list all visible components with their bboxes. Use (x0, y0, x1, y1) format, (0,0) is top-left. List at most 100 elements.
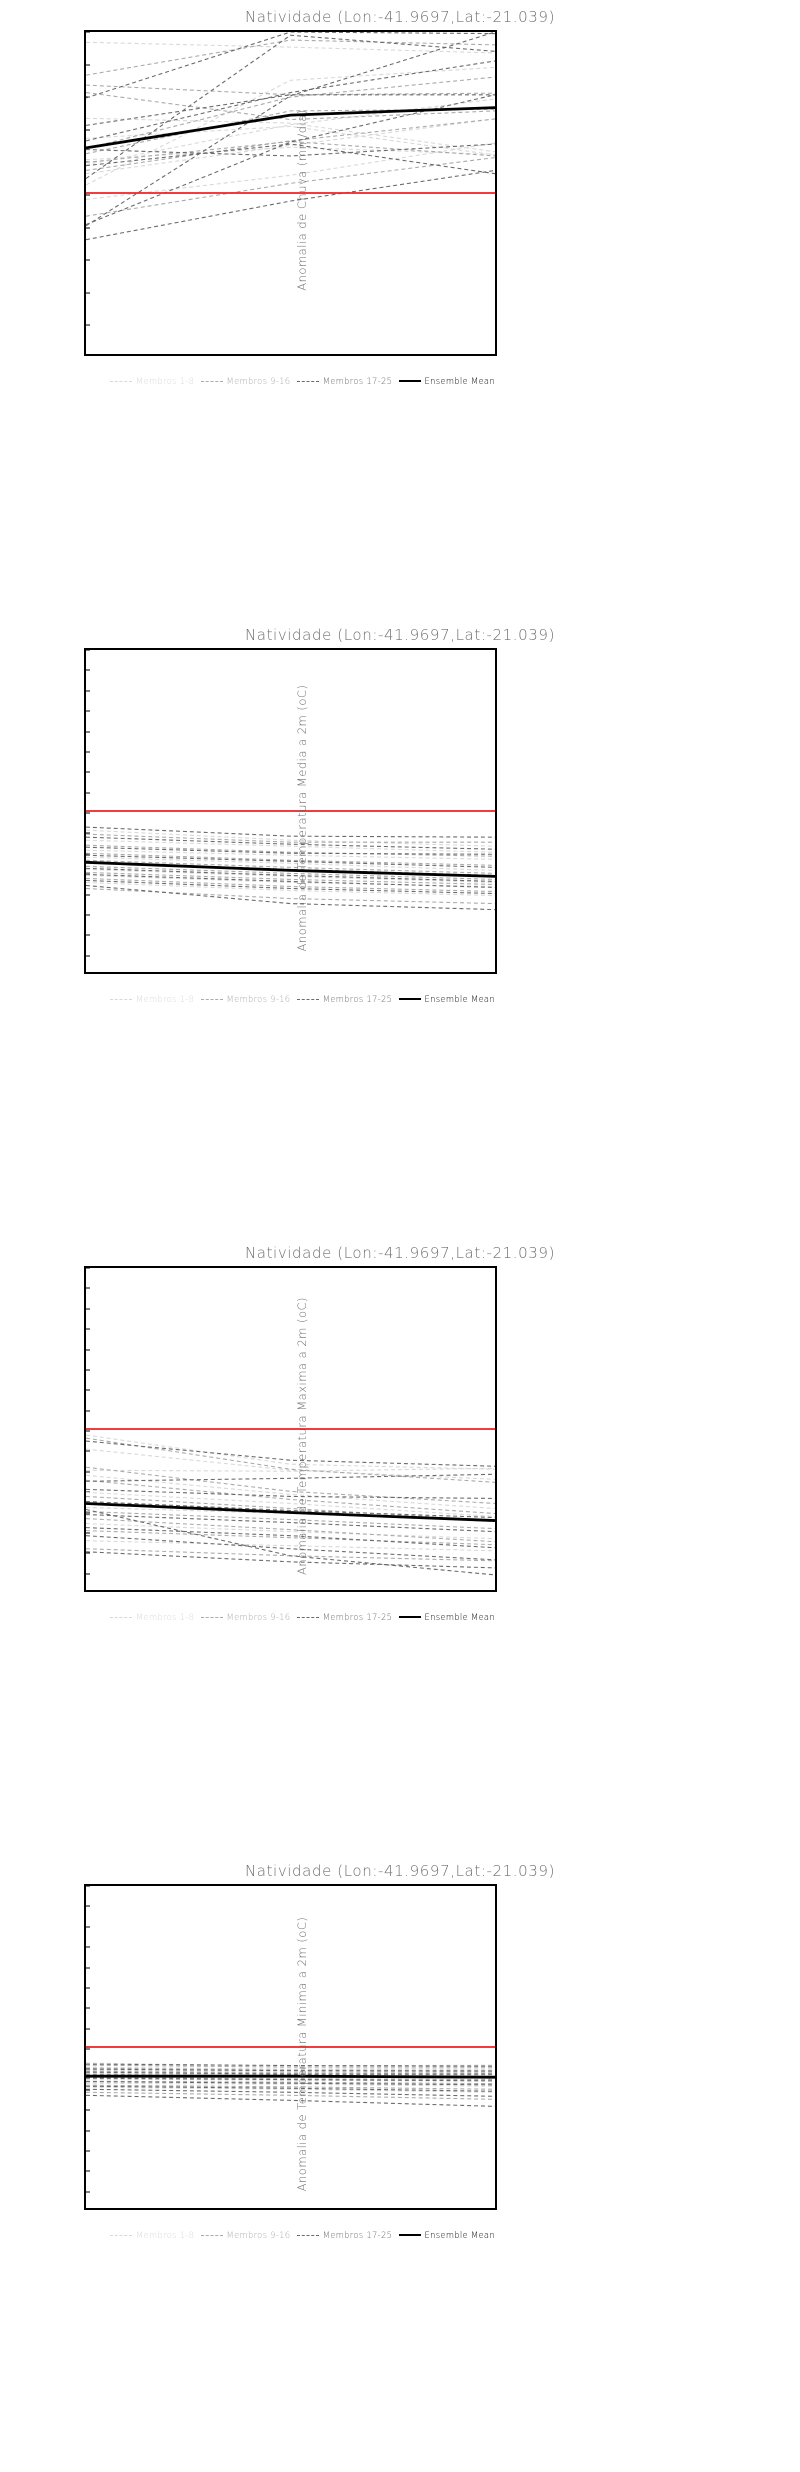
legend-label: Ensemble Mean (424, 2230, 495, 2240)
panel-title: Natividade (Lon:-41.9697,Lat:-21.039) (244, 626, 556, 644)
y-axis-tick-mark (86, 792, 90, 794)
y-axis-tick-mark (86, 934, 90, 936)
y-axis-tick-mark (86, 1552, 90, 1554)
legend-label: Membros 17-25 (322, 376, 393, 386)
legend-item: Membros 17-25 (296, 376, 393, 386)
panel-title: Natividade (Lon:-41.9697,Lat:-21.039) (244, 1862, 556, 1880)
legend-item: Membros 17-25 (296, 1612, 393, 1622)
legend-label: Ensemble Mean (424, 376, 495, 386)
y-axis-tick-mark (86, 1532, 90, 1534)
y-axis-tick-mark (86, 894, 90, 895)
x-axis-tick-mark (86, 972, 87, 974)
panel-title: Natividade (Lon:-41.9697,Lat:-21.039) (244, 8, 556, 26)
legend-swatch-icon (296, 998, 319, 1000)
legend-label: Membros 9-16 (226, 2230, 291, 2240)
legend-item: Membros 9-16 (200, 2230, 291, 2240)
y-axis-tick-mark (86, 690, 90, 692)
ensemble-mean-line (86, 106, 495, 150)
y-axis-tick-mark (86, 1886, 90, 1887)
legend-item: Membros 1-8 (110, 376, 194, 386)
legend-swatch-icon (296, 1616, 319, 1618)
y-axis-tick-mark (86, 1410, 90, 1412)
legend-swatch-icon (296, 380, 319, 382)
y-axis-label: Anomalia de Temperatura Maxima a 2m (oC) (295, 1296, 309, 1576)
y-axis-tick-mark (86, 259, 90, 261)
y-axis-tick-mark (86, 1471, 90, 1473)
ensemble-mean-line (86, 2074, 495, 2079)
y-axis-tick-mark (86, 324, 90, 326)
y-axis-tick-mark (86, 1430, 90, 1432)
legend-label: Membros 1-8 (136, 994, 195, 1004)
legend-label: Ensemble Mean (424, 1612, 495, 1622)
y-axis-tick-mark (86, 669, 90, 671)
y-axis-tick-mark (86, 1349, 90, 1350)
series-lines (86, 32, 495, 241)
legend-label: Ensemble Mean (424, 994, 495, 1004)
legend-item: Membros 17-25 (296, 2230, 393, 2240)
x-axis-tick-mark (293, 972, 294, 974)
legend-swatch-icon (200, 2234, 223, 2236)
legend-swatch-icon (200, 380, 223, 382)
legend-label: Membros 1-8 (136, 2230, 195, 2240)
y-axis-tick-mark (86, 1287, 90, 1289)
plot-area: -8-7-6-5-4-3-2-1012345678Jan/21Fev/21Mar… (84, 1884, 497, 2210)
legend-label: Membros 1-8 (136, 376, 195, 386)
chart-panel: Natividade (Lon:-41.9697,Lat:-21.039) -5-… (0, 0, 800, 618)
legend-item: Ensemble Mean (398, 994, 495, 1004)
legend-item: Membros 9-16 (200, 376, 291, 386)
y-axis-tick-mark (86, 129, 90, 131)
legend-item: Membros 9-16 (200, 1612, 291, 1622)
y-axis-tick-mark (86, 1308, 90, 1310)
y-axis-tick-mark (86, 1328, 90, 1330)
y-axis-tick-mark (86, 2150, 90, 2152)
y-axis-label: Anomalia de Chuva (mm/dia) (295, 109, 309, 291)
y-axis-tick-mark (86, 650, 90, 651)
y-axis-tick-mark (86, 194, 90, 196)
chart-panel: Natividade (Lon:-41.9697,Lat:-21.039) -8-… (0, 1854, 800, 2472)
y-axis-tick-mark (86, 832, 90, 834)
y-axis-tick-mark (86, 771, 90, 773)
y-axis-tick-mark (86, 1268, 90, 1269)
legend-label: Membros 17-25 (322, 2230, 393, 2240)
plot-area: -5-4-3-2-1012345Jan/21Fev/21Mar/21 (84, 30, 497, 356)
legend-item: Membros 1-8 (110, 1612, 194, 1622)
series-lines (86, 2046, 495, 2107)
chart-legend: Membros 1-8 Membros 9-16 Membros 17-25 Ense… (84, 994, 497, 1004)
panel-title: Natividade (Lon:-41.9697,Lat:-21.039) (244, 1244, 556, 1262)
legend-swatch-icon (110, 2234, 132, 2236)
legend-swatch-icon (110, 1616, 132, 1618)
y-axis-label: Anomalia de Temperatura Minima a 2m (oC) (295, 1916, 309, 2192)
y-axis-tick-mark (86, 1946, 90, 1948)
y-axis-tick-mark (86, 1967, 90, 1968)
legend-swatch-icon (296, 2234, 319, 2236)
legend-swatch-icon (398, 380, 421, 382)
y-axis-tick-mark (86, 2191, 90, 2193)
legend-swatch-icon (200, 1616, 223, 1618)
y-axis-tick-mark (86, 2007, 90, 2009)
y-axis-tick-mark (86, 2028, 90, 2030)
y-axis-tick-mark (86, 2109, 90, 2111)
y-axis-tick-mark (86, 1389, 90, 1391)
y-axis-tick-mark (86, 812, 90, 814)
legend-label: Membros 9-16 (226, 376, 291, 386)
legend-label: Membros 17-25 (322, 1612, 393, 1622)
legend-item: Membros 1-8 (110, 994, 194, 1004)
chart-panel: Natividade (Lon:-41.9697,Lat:-21.039) -8-… (0, 618, 800, 1236)
legend-swatch-icon (398, 998, 421, 1000)
legend-item: Membros 17-25 (296, 994, 393, 1004)
legend-swatch-icon (110, 998, 132, 1000)
x-axis-tick-mark (86, 354, 87, 356)
legend-item: Membros 1-8 (110, 2230, 194, 2240)
y-axis-tick-mark (86, 32, 90, 33)
plot-area: -8-7-6-5-4-3-2-1012345678Jan/21Fev/21Mar… (84, 1266, 497, 1592)
chart-panel: Natividade (Lon:-41.9697,Lat:-21.039) -8-… (0, 1236, 800, 1854)
legend-label: Membros 1-8 (136, 1612, 195, 1622)
legend-label: Membros 9-16 (226, 1612, 291, 1622)
x-axis-tick-mark (293, 2208, 294, 2210)
chart-legend: Membros 1-8 Membros 9-16 Membros 17-25 Ense… (84, 1612, 497, 1622)
ensemble-mean-line (86, 860, 495, 878)
x-axis-tick-mark (86, 2208, 87, 2210)
y-axis-tick-mark (86, 2170, 90, 2172)
legend-swatch-icon (110, 380, 132, 382)
